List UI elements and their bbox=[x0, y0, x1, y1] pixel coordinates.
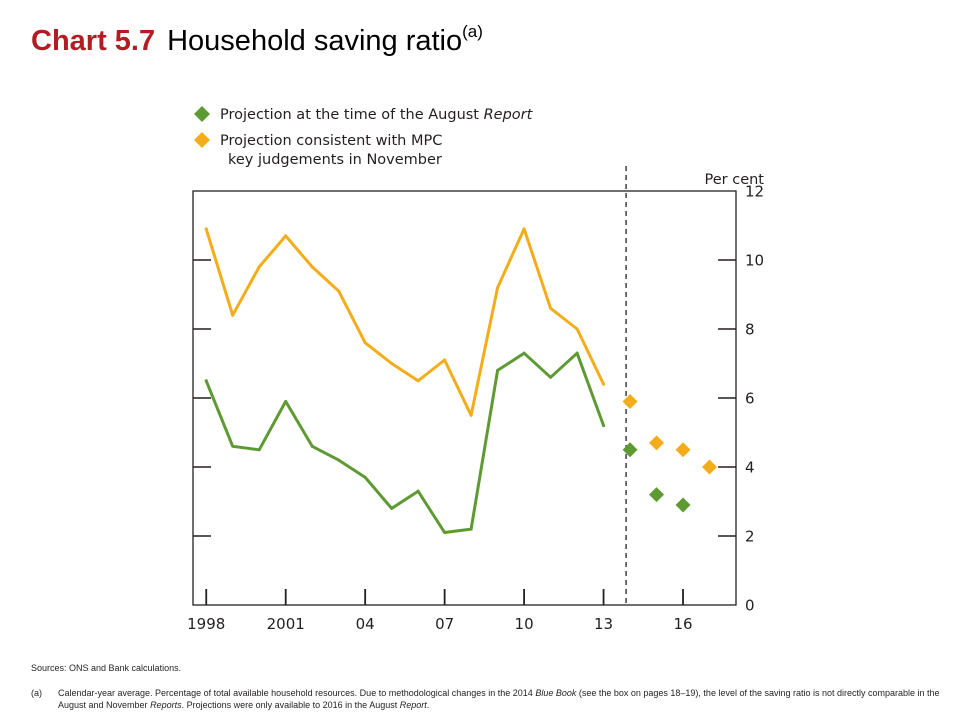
data-point-november bbox=[549, 306, 553, 310]
sources-note: Sources: ONS and Bank calculations. bbox=[31, 663, 182, 673]
y-tick-label: 6 bbox=[745, 390, 755, 408]
footnote-text-part: Calendar-year average. Percentage of tot… bbox=[58, 688, 536, 698]
y-tick-label: 4 bbox=[745, 459, 755, 477]
x-tick-label: 10 bbox=[515, 615, 534, 633]
chart-number: Chart 5.7 bbox=[31, 25, 156, 57]
legend-label-part: Projection at the time of the August bbox=[220, 107, 484, 123]
data-point-august bbox=[443, 531, 447, 535]
projection-marker-august bbox=[675, 497, 691, 513]
data-point-november bbox=[257, 265, 261, 269]
series-line-november bbox=[204, 227, 606, 417]
legend-marker-august bbox=[194, 106, 210, 122]
legend-label-november: Projection consistent with MPC bbox=[220, 133, 442, 149]
x-tick-label: 16 bbox=[673, 615, 692, 633]
data-point-august bbox=[363, 475, 367, 479]
footnote-text-part: Report bbox=[399, 700, 427, 710]
data-point-august bbox=[469, 527, 473, 531]
legend-label-november: key judgements in November bbox=[228, 152, 442, 168]
y-tick-label: 8 bbox=[745, 321, 755, 339]
data-point-august bbox=[231, 444, 235, 448]
y-tick-label: 2 bbox=[745, 528, 755, 546]
data-point-august bbox=[310, 444, 314, 448]
plot-frame bbox=[192, 190, 737, 606]
series-line-august bbox=[204, 351, 606, 534]
data-point-november bbox=[416, 379, 420, 383]
x-tick-label: 2001 bbox=[267, 615, 305, 633]
data-point-november bbox=[337, 289, 341, 293]
data-point-november bbox=[284, 234, 288, 238]
data-point-august bbox=[284, 399, 288, 403]
data-point-november bbox=[522, 227, 526, 231]
x-tick-label: 13 bbox=[594, 615, 613, 633]
footnote-text: Calendar-year average. Percentage of tot… bbox=[58, 687, 941, 711]
data-point-august bbox=[575, 351, 579, 355]
unit-label: Per cent bbox=[705, 172, 765, 188]
data-point-november bbox=[310, 265, 314, 269]
footnote-text-part: . Projections were only available to 201… bbox=[181, 700, 400, 710]
projection-marker-november bbox=[622, 393, 638, 409]
projection-marker-november bbox=[675, 442, 691, 458]
projection-marker-november bbox=[702, 459, 718, 475]
footnote-text-part: . bbox=[426, 700, 430, 710]
data-point-november bbox=[602, 382, 606, 386]
footnote-text-part: (see the box on pages 18–19), the level … bbox=[58, 688, 940, 710]
footnote-text-part: Reports bbox=[150, 700, 182, 710]
y-tick-label: 10 bbox=[745, 252, 764, 270]
legend-marker-november bbox=[194, 132, 210, 148]
data-point-november bbox=[390, 362, 394, 365]
footnote: (a) Calendar-year average. Percentage of… bbox=[31, 687, 941, 711]
projection-marker-august bbox=[622, 442, 638, 458]
y-tick-label: 12 bbox=[745, 183, 764, 201]
footnote-text-part: Blue Book bbox=[535, 688, 577, 698]
data-point-november bbox=[363, 341, 367, 345]
data-point-august bbox=[416, 489, 420, 493]
footnote-mark: (a) bbox=[31, 688, 42, 698]
data-point-august bbox=[390, 506, 394, 510]
data-point-november bbox=[443, 358, 447, 362]
data-point-november bbox=[231, 313, 235, 317]
y-tick-label: 0 bbox=[745, 597, 755, 615]
data-point-november bbox=[469, 413, 473, 417]
data-point-august bbox=[549, 375, 553, 379]
data-point-november bbox=[575, 327, 579, 331]
chart-title-row: Chart 5.7 Household saving ratio(a) bbox=[31, 22, 483, 58]
data-point-november bbox=[204, 227, 208, 231]
data-point-august bbox=[204, 379, 208, 383]
chart-title-note: (a) bbox=[462, 22, 483, 41]
data-point-august bbox=[337, 458, 341, 462]
projection-marker-august bbox=[649, 487, 665, 503]
legend-label-part: Report bbox=[484, 107, 534, 123]
x-tick-label: 04 bbox=[356, 615, 375, 633]
x-tick-label: 1998 bbox=[187, 615, 225, 633]
data-point-august bbox=[257, 448, 261, 452]
legend-label-august: Projection at the time of the August Rep… bbox=[220, 107, 534, 123]
data-point-august bbox=[602, 424, 606, 428]
data-point-november bbox=[496, 286, 500, 290]
data-point-august bbox=[522, 351, 526, 355]
chart-title: Household saving ratio bbox=[167, 25, 463, 57]
data-point-august bbox=[496, 368, 500, 372]
x-tick-label: 07 bbox=[435, 615, 454, 633]
projection-marker-november bbox=[649, 435, 665, 451]
